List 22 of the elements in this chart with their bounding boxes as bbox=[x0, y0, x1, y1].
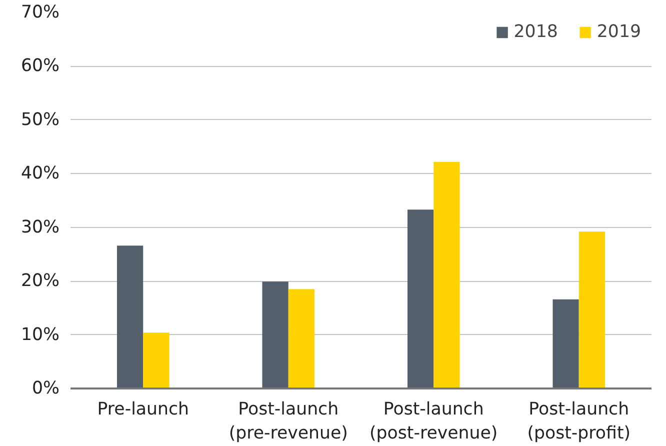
y-tick-label: 60% bbox=[20, 56, 60, 76]
x-tick-label: Post-launch (pre-revenue) bbox=[228, 400, 348, 444]
y-tick-label: 10% bbox=[20, 324, 60, 345]
x-tick-label: Pre-launch bbox=[97, 400, 189, 420]
x-tick-label: Post-launch (post-revenue) bbox=[370, 400, 498, 444]
y-tick-label: 50% bbox=[20, 110, 60, 130]
x-tick-label: Post-launch (post-profit) bbox=[527, 400, 630, 444]
bar bbox=[143, 332, 170, 388]
y-tick-label: 0% bbox=[32, 378, 60, 398]
y-tick-label: 40% bbox=[20, 164, 60, 184]
bar bbox=[434, 162, 460, 388]
legend-label: 2019 bbox=[596, 22, 641, 42]
bar bbox=[578, 232, 606, 388]
y-tick-label: 30% bbox=[20, 217, 60, 238]
bar bbox=[288, 289, 315, 388]
bar bbox=[407, 210, 434, 388]
bar bbox=[116, 246, 144, 388]
bar bbox=[262, 282, 288, 388]
y-tick-label: 70% bbox=[20, 2, 60, 22]
y-tick-label: 20% bbox=[20, 271, 60, 292]
bar bbox=[552, 299, 579, 388]
legend-label: 2018 bbox=[514, 22, 558, 42]
